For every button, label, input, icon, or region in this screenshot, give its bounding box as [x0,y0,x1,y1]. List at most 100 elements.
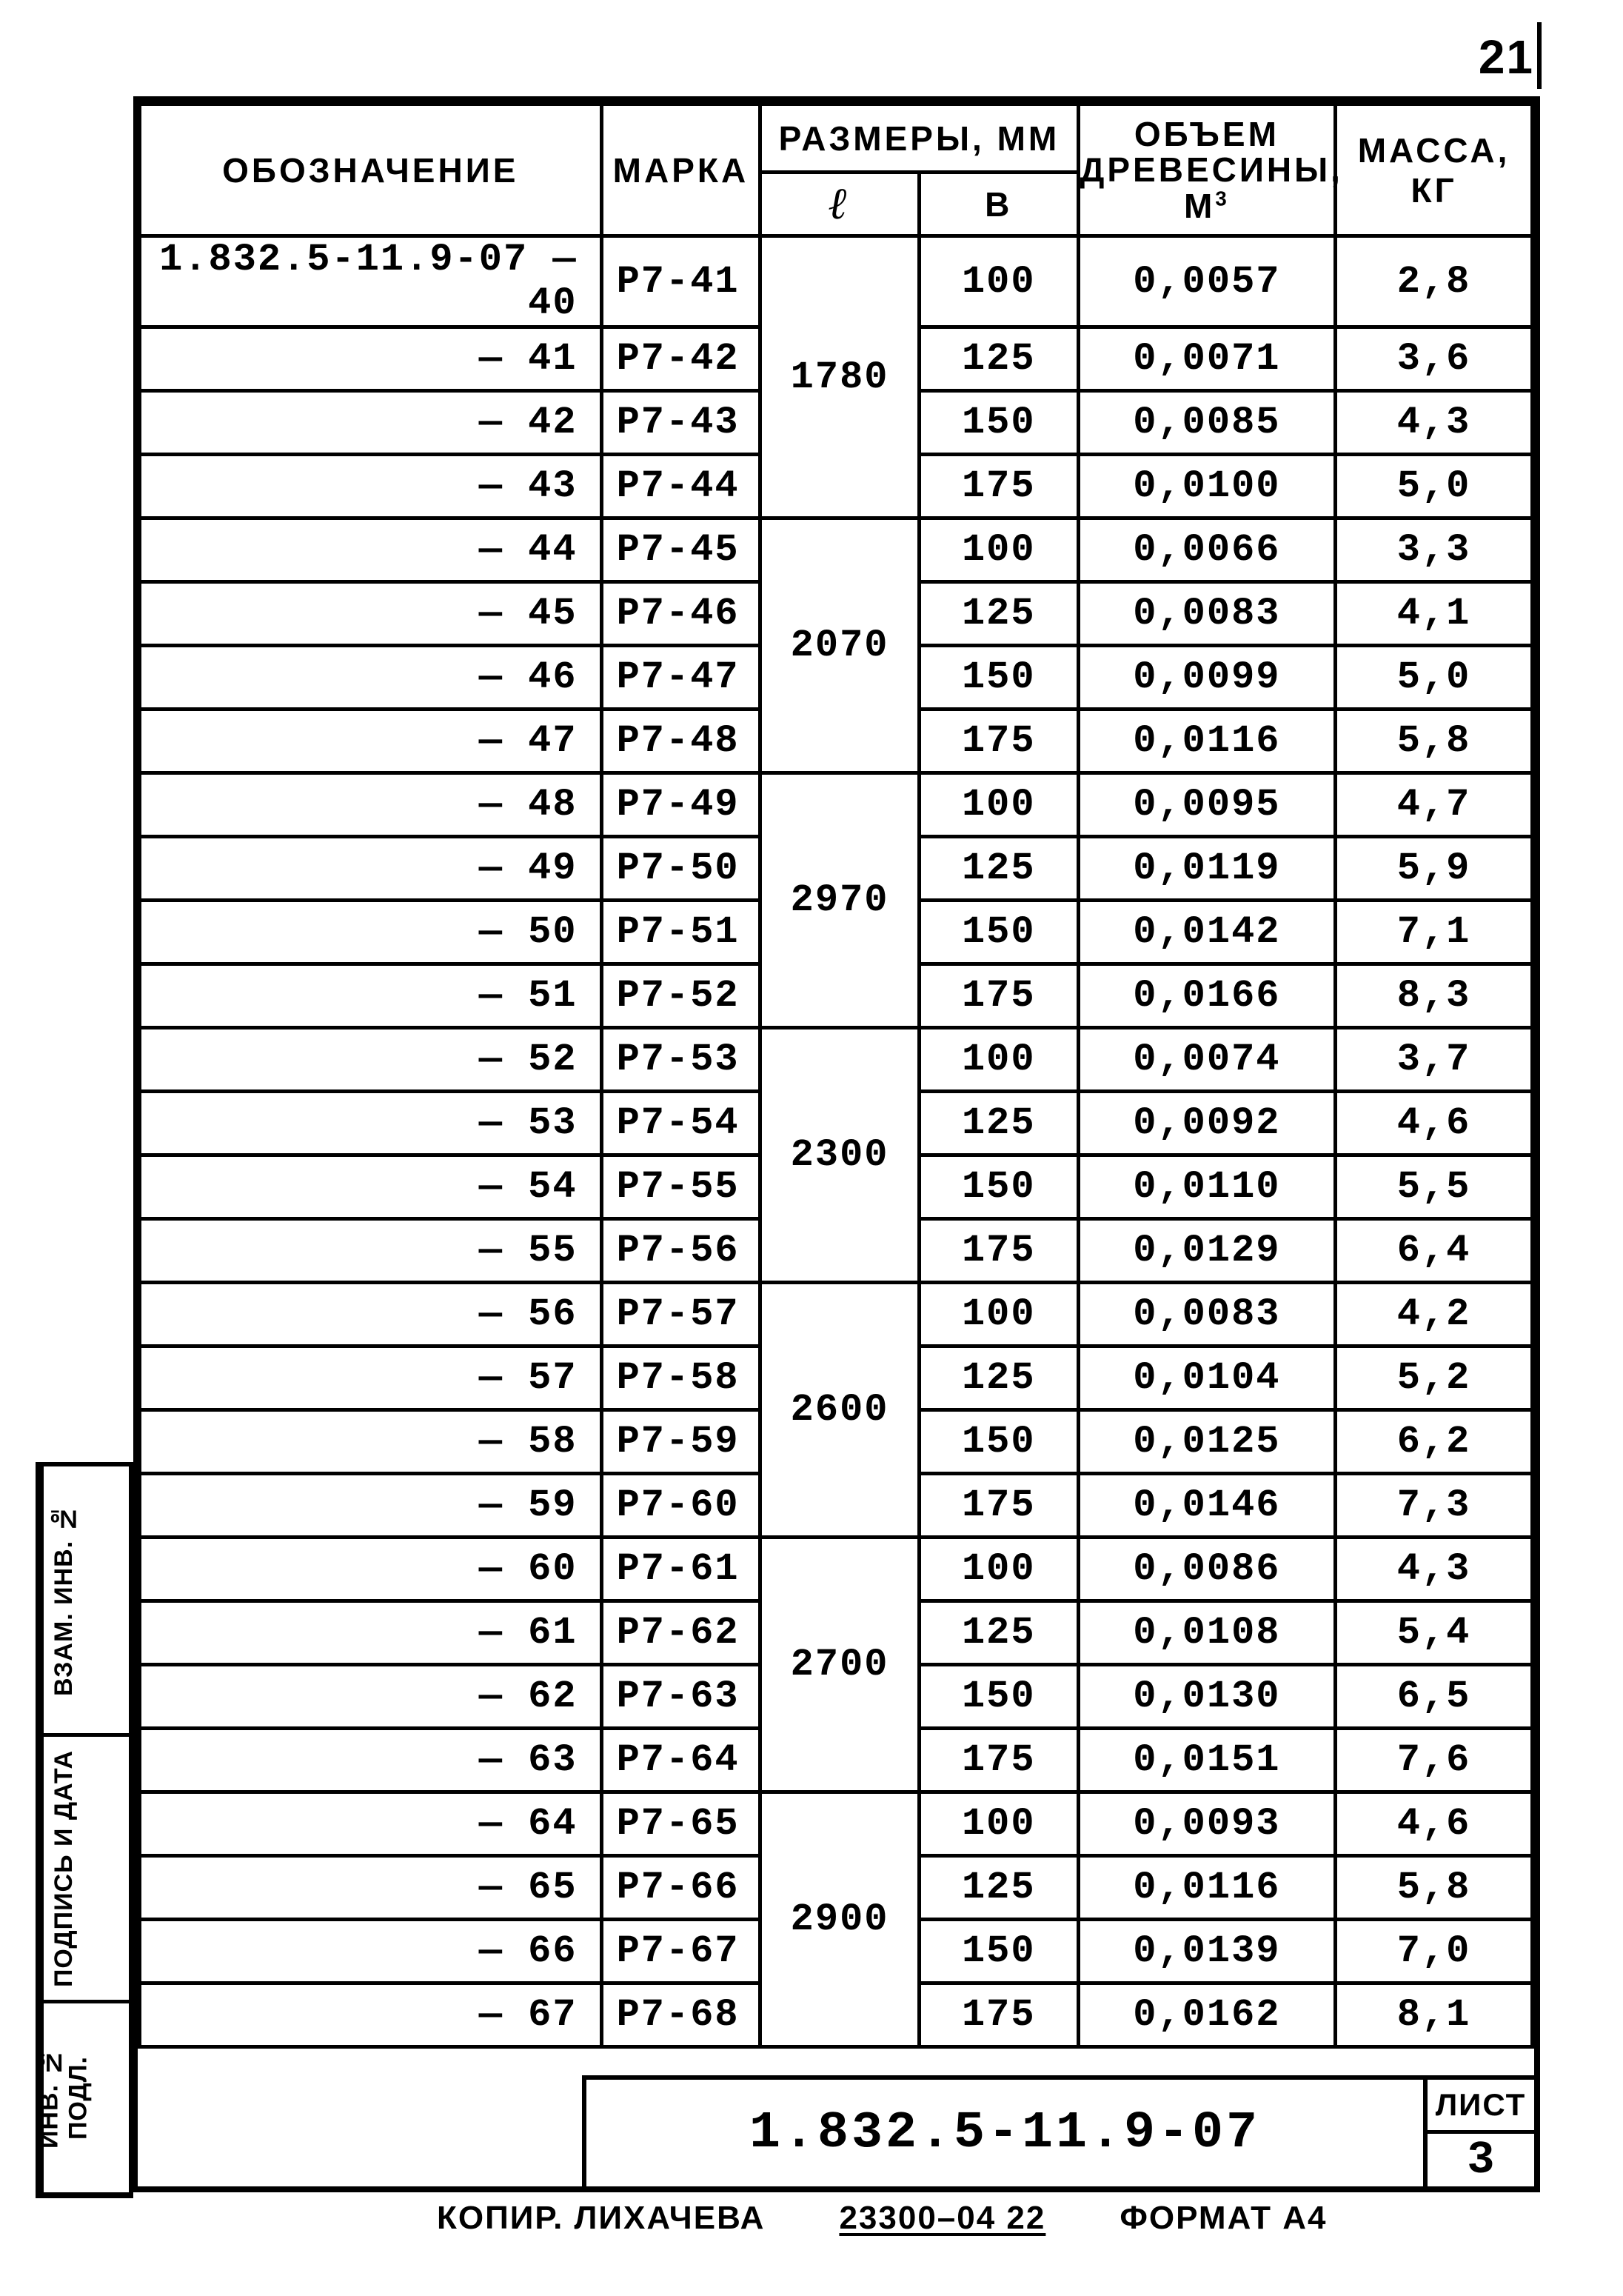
cell-mass: 4,3 [1336,391,1533,455]
cell-b: 100 [919,1792,1078,1856]
th-razmery: РАЗМЕРЫ, ММ [760,104,1078,173]
stamp-label: ИНВ. № ПОДЛ. [40,2003,84,2192]
cell-volume: 0,0139 [1078,1920,1336,1983]
cell-marka: Р7-51 [601,901,760,964]
cell-b: 125 [919,1601,1078,1665]
cell-b: 150 [919,391,1078,455]
th-mass: МАССА, КГ [1336,104,1533,236]
cell-l: 2700 [760,1538,920,1792]
cell-volume: 0,0130 [1078,1665,1336,1729]
cell-b: 150 [919,901,1078,964]
cell-b: 175 [919,710,1078,773]
cell-marka: Р7-66 [601,1856,760,1920]
stamp-cell: ИНВ. № ПОДЛ. [40,2000,129,2192]
cell-oboz: — 41 [140,327,602,391]
cell-volume: 0,0057 [1078,236,1336,327]
cell-marka: Р7-64 [601,1729,760,1792]
cell-b: 125 [919,1092,1078,1155]
cell-oboz: — 50 [140,901,602,964]
cell-oboz: — 46 [140,646,602,710]
cell-oboz: — 57 [140,1346,602,1410]
cell-oboz: — 54 [140,1155,602,1219]
cell-volume: 0,0125 [1078,1410,1336,1474]
cell-marka: Р7-44 [601,455,760,518]
cell-l: 2070 [760,518,920,773]
cell-marka: Р7-57 [601,1283,760,1346]
cell-marka: Р7-47 [601,646,760,710]
cell-mass: 6,4 [1336,1219,1533,1283]
cell-oboz: — 49 [140,837,602,901]
page-number-top: 21 [1479,30,1534,84]
spacer: 1.832.5-11.9-07 ЛИСТ 3 [138,2026,1534,2186]
th-b: В [919,173,1078,236]
table-row: — 44Р7-4520701000,00663,3 [140,518,1533,582]
cell-volume: 0,0151 [1078,1729,1336,1792]
cell-volume: 0,0086 [1078,1538,1336,1601]
cell-oboz: — 56 [140,1283,602,1346]
cell-oboz: — 44 [140,518,602,582]
stamp-blank [84,1466,129,1733]
cell-volume: 0,0110 [1078,1155,1336,1219]
stamp-blank [84,1737,129,2000]
cell-volume: 0,0116 [1078,710,1336,773]
cell-oboz: — 59 [140,1474,602,1538]
cell-marka: Р7-56 [601,1219,760,1283]
cell-b: 175 [919,1474,1078,1538]
cell-mass: 4,1 [1336,582,1533,646]
table-row: — 56Р7-5726001000,00834,2 [140,1283,1533,1346]
page: 21 ОБОЗНАЧЕНИЕ МАРКА РАЗМЕРЫ, ММ ОБЪЕМ Д… [0,0,1623,2296]
cell-mass: 2,8 [1336,236,1533,327]
cell-volume: 0,0085 [1078,391,1336,455]
drawing-frame: ОБОЗНАЧЕНИЕ МАРКА РАЗМЕРЫ, ММ ОБЪЕМ ДРЕВ… [133,96,1540,2192]
cell-mass: 7,1 [1336,901,1533,964]
cell-b: 175 [919,964,1078,1028]
footer-num: 23300–04 22 [839,2200,1045,2237]
footer: КОПИР. ЛИХАЧЕВА 23300–04 22 ФОРМАТ А4 [437,2200,1328,2237]
cell-marka: Р7-43 [601,391,760,455]
cell-b: 125 [919,582,1078,646]
cell-marka: Р7-52 [601,964,760,1028]
table-body: 1.832.5-11.9-07 — 40Р7-4117801000,00572,… [140,236,1533,2047]
cell-mass: 7,6 [1336,1729,1533,1792]
cell-b: 175 [919,455,1078,518]
left-stamp: ИНВ. № ПОДЛ.ПОДПИСЬ И ДАТАВЗАМ. ИНВ. № [36,1462,133,2198]
cell-mass: 3,7 [1336,1028,1533,1092]
cell-volume: 0,0100 [1078,455,1336,518]
cell-mass: 6,5 [1336,1665,1533,1729]
cell-volume: 0,0074 [1078,1028,1336,1092]
cell-mass: 4,7 [1336,773,1533,837]
cell-b: 150 [919,1920,1078,1983]
cell-mass: 7,0 [1336,1920,1533,1983]
cell-volume: 0,0083 [1078,1283,1336,1346]
cell-mass: 5,0 [1336,646,1533,710]
table-row: — 52Р7-5323001000,00743,7 [140,1028,1533,1092]
cell-oboz: — 45 [140,582,602,646]
cell-b: 100 [919,1538,1078,1601]
cell-oboz: — 42 [140,391,602,455]
sheet-number: 3 [1428,2134,1534,2186]
cell-volume: 0,0083 [1078,582,1336,646]
table-row: — 64Р7-6529001000,00934,6 [140,1792,1533,1856]
cell-b: 125 [919,1346,1078,1410]
cell-b: 125 [919,327,1078,391]
cell-volume: 0,0108 [1078,1601,1336,1665]
cell-mass: 7,3 [1336,1474,1533,1538]
title-sheet: ЛИСТ 3 [1423,2080,1534,2186]
title-block: 1.832.5-11.9-07 ЛИСТ 3 [582,2075,1534,2186]
cell-l: 2600 [760,1283,920,1538]
cell-l: 2970 [760,773,920,1028]
cell-mass: 8,3 [1336,964,1533,1028]
cell-volume: 0,0166 [1078,964,1336,1028]
table-head: ОБОЗНАЧЕНИЕ МАРКА РАЗМЕРЫ, ММ ОБЪЕМ ДРЕВ… [140,104,1533,236]
cell-b: 175 [919,1219,1078,1283]
cell-marka: Р7-50 [601,837,760,901]
cell-volume: 0,0116 [1078,1856,1336,1920]
cell-mass: 4,6 [1336,1092,1533,1155]
cell-volume: 0,0099 [1078,646,1336,710]
stamp-label: ПОДПИСЬ И ДАТА [40,1737,84,2000]
spec-table: ОБОЗНАЧЕНИЕ МАРКА РАЗМЕРЫ, ММ ОБЪЕМ ДРЕВ… [138,102,1534,2049]
cell-oboz: — 53 [140,1092,602,1155]
cell-marka: Р7-55 [601,1155,760,1219]
cell-volume: 0,0071 [1078,327,1336,391]
cell-mass: 6,2 [1336,1410,1533,1474]
